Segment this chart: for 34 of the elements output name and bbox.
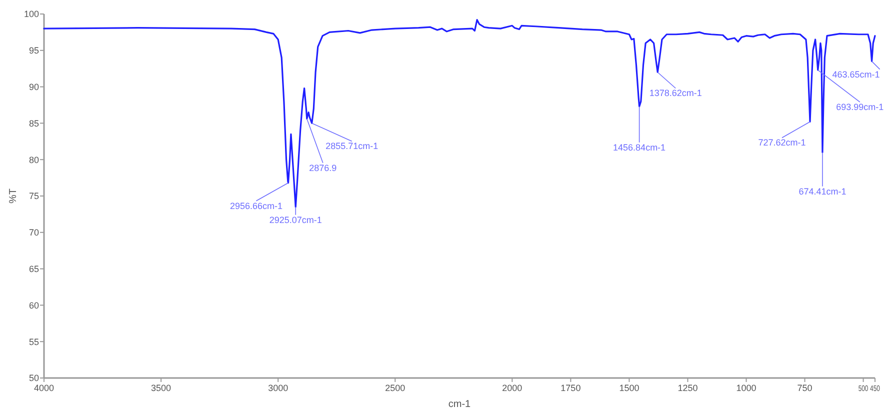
x-tick-label: 1750 [560, 383, 581, 393]
annotation: 463.65cm-1 [832, 69, 880, 80]
x-tick-label: 2500 [385, 383, 406, 393]
x-tick-label: 1500 [619, 383, 640, 393]
x-tick-label: 3500 [151, 383, 172, 393]
annotation: 727.62cm-1 [758, 138, 806, 148]
annotation: 2876.9 [309, 162, 337, 173]
x-tick-label: 750 [797, 383, 812, 393]
y-tick-label: 70 [28, 228, 39, 238]
annotation: 693.99cm-1 [836, 102, 884, 112]
annotation: 1378.62cm-1 [649, 88, 702, 98]
y-tick-label: 75 [28, 191, 39, 202]
y-tick-label: 55 [28, 336, 39, 347]
y-tick-label: 85 [28, 118, 39, 128]
y-axis-title: %T [8, 188, 19, 204]
x-tick-label: 4000 [34, 383, 54, 393]
x-tick-label: 1000 [736, 383, 756, 393]
y-tick-label: 60 [28, 300, 39, 310]
y-tick-label: 90 [28, 82, 39, 92]
y-tick-label: 95 [28, 46, 39, 56]
annotation: 674.41cm-1 [798, 186, 846, 196]
x-tick-label: 2000 [502, 383, 522, 393]
x-tick-label: 3000 [268, 383, 288, 393]
y-tick-label: 100 [24, 9, 39, 20]
x-tick-label: 1250 [678, 383, 698, 393]
annotation: 1456.84cm-1 [613, 142, 666, 152]
x-axis-title: cm-1 [448, 399, 472, 410]
annotation: 2956.66cm-1 [230, 200, 283, 211]
x-tick-label: 450 [870, 384, 884, 393]
y-tick-label: 50 [28, 373, 39, 384]
annotation: 2925.07cm-1 [269, 214, 322, 225]
y-tick-label: 80 [28, 154, 39, 165]
y-tick-label: 65 [28, 264, 39, 274]
annotation: 2855.71cm-1 [326, 141, 378, 152]
